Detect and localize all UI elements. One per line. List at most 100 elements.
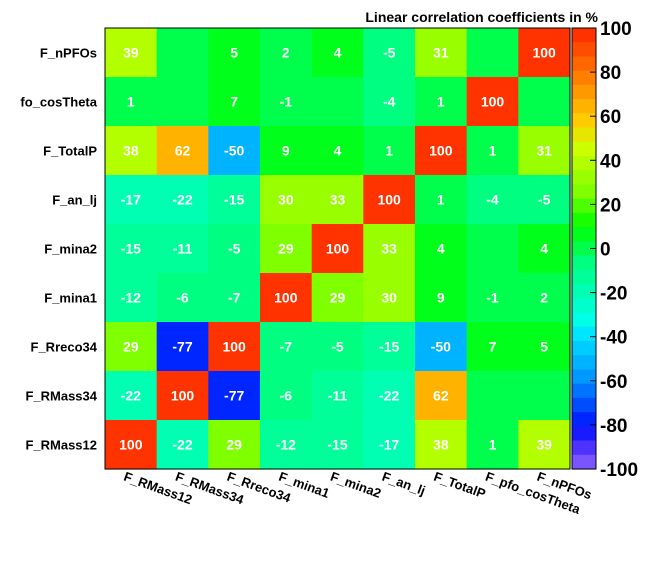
heatmap-cell bbox=[156, 28, 209, 78]
heatmap-cells: 39 5 2 4 -5 31 100 1 7 -1 -4 1 100 38 62 -50 9 4 1 100 1 31 -1… bbox=[105, 28, 571, 470]
x-tick-label: F_mina2 bbox=[328, 469, 383, 501]
palette-band bbox=[572, 28, 596, 43]
heatmap-cell bbox=[208, 371, 261, 421]
y-tick-label: F_Rreco34 bbox=[31, 340, 98, 355]
heatmap-cell bbox=[311, 371, 364, 421]
heatmap-cell bbox=[208, 322, 261, 372]
heatmap-cell bbox=[156, 77, 209, 127]
heatmap-cell bbox=[415, 126, 468, 176]
heatmap-cell bbox=[311, 28, 364, 78]
heatmap-cell bbox=[466, 371, 519, 421]
palette-band bbox=[572, 326, 596, 342]
y-tick-label: F_mina1 bbox=[44, 291, 97, 306]
cell-value-label: -15 bbox=[121, 241, 141, 257]
cell-value-label: 4 bbox=[334, 143, 342, 159]
cell-value-label: 39 bbox=[536, 437, 552, 453]
heatmap-cell bbox=[156, 273, 209, 323]
cell-value-label: 38 bbox=[433, 437, 449, 453]
cell-value-label: 7 bbox=[489, 339, 497, 355]
cell-value-label: -15 bbox=[224, 192, 244, 208]
heatmap-cell bbox=[311, 322, 364, 372]
cell-value-label: 2 bbox=[540, 290, 548, 306]
heatmap-cell bbox=[208, 77, 261, 127]
cell-value-label: 7 bbox=[230, 94, 238, 110]
heatmap-cell bbox=[466, 28, 519, 78]
heatmap-cell bbox=[518, 322, 571, 372]
heatmap-cell bbox=[363, 224, 416, 274]
palette-tick-label: 80 bbox=[600, 63, 621, 84]
heatmap-cell bbox=[363, 77, 416, 127]
heatmap-cell bbox=[105, 77, 158, 127]
cell-value-label: -50 bbox=[224, 143, 244, 159]
palette-band bbox=[572, 284, 596, 299]
y-tick-label: F_mina2 bbox=[44, 242, 97, 257]
heatmap-cell bbox=[466, 126, 519, 176]
cell-value-label: -17 bbox=[121, 192, 141, 208]
cell-value-label: 100 bbox=[429, 143, 453, 159]
palette-band bbox=[572, 269, 596, 285]
heatmap-cell bbox=[105, 28, 158, 78]
cell-value-label: 100 bbox=[222, 339, 246, 355]
cell-value-label: 4 bbox=[334, 45, 342, 61]
heatmap-cell bbox=[311, 77, 364, 127]
heatmap-cell bbox=[466, 322, 519, 372]
cell-value-label: 100 bbox=[377, 192, 401, 208]
cell-value-label: -17 bbox=[379, 437, 399, 453]
cell-value-label: 29 bbox=[278, 241, 294, 257]
cell-value-label: 5 bbox=[540, 339, 548, 355]
plot-frame bbox=[104, 27, 571, 470]
heatmap-cell bbox=[415, 224, 468, 274]
heatmap-cell bbox=[363, 371, 416, 421]
y-tick-label: fo_cosTheta bbox=[20, 95, 97, 110]
cell-value-label: 5 bbox=[230, 45, 238, 61]
heatmap-cell bbox=[466, 175, 519, 225]
cell-value-label: -22 bbox=[379, 388, 399, 404]
heatmap-cell bbox=[415, 420, 468, 470]
heatmap-cell bbox=[260, 273, 313, 323]
heatmap-cell bbox=[105, 273, 158, 323]
cell-value-label: 39 bbox=[123, 45, 139, 61]
palette-band bbox=[572, 198, 596, 214]
x-tick-label: F_an_lj bbox=[380, 469, 427, 498]
heatmap-cell bbox=[260, 224, 313, 274]
heatmap-cell bbox=[156, 420, 209, 470]
palette-band bbox=[572, 355, 596, 371]
palette-labels: 100 80 60 40 20 0 -20 -40 -60 -80 -100 bbox=[590, 19, 638, 481]
heatmap-cell bbox=[105, 420, 158, 470]
y-tick-label: F_RMass34 bbox=[25, 389, 97, 404]
palette-band bbox=[572, 397, 596, 413]
heatmap-cell bbox=[415, 77, 468, 127]
heatmap-cell bbox=[415, 175, 468, 225]
heatmap-cell bbox=[208, 126, 261, 176]
heatmap-cell bbox=[363, 322, 416, 372]
cell-value-label: 62 bbox=[433, 388, 449, 404]
heatmap-cell bbox=[208, 224, 261, 274]
cell-value-label: -50 bbox=[431, 339, 451, 355]
heatmap-cell bbox=[156, 322, 209, 372]
heatmap-cell bbox=[156, 371, 209, 421]
cell-value-label: -6 bbox=[280, 388, 293, 404]
palette-tick-label: -40 bbox=[600, 328, 627, 349]
cell-value-label: 1 bbox=[437, 94, 445, 110]
heatmap-cell bbox=[105, 175, 158, 225]
heatmap-cell bbox=[260, 175, 313, 225]
cell-value-label: -5 bbox=[383, 45, 396, 61]
cell-value-label: 100 bbox=[274, 290, 298, 306]
cell-value-label: -1 bbox=[486, 290, 499, 306]
cell-value-label: 100 bbox=[326, 241, 350, 257]
cell-value-label: 29 bbox=[330, 290, 346, 306]
cell-value-label: -11 bbox=[328, 388, 348, 404]
heatmap-cell bbox=[363, 126, 416, 176]
palette-band bbox=[572, 42, 596, 58]
palette-band bbox=[572, 170, 596, 186]
heatmap-cell bbox=[311, 224, 364, 274]
heatmap-cell bbox=[208, 175, 261, 225]
palette-band bbox=[572, 426, 596, 442]
cell-value-label: 38 bbox=[123, 143, 139, 159]
cell-value-label: -5 bbox=[228, 241, 241, 257]
cell-value-label: -15 bbox=[327, 437, 347, 453]
x-axis-labels: F_RMass12F_RMass34F_Rreco34F_mina1F_mina… bbox=[122, 469, 594, 517]
cell-value-label: 29 bbox=[123, 339, 139, 355]
palette-tick-label: 20 bbox=[600, 195, 621, 216]
cell-value-label: -12 bbox=[276, 437, 296, 453]
